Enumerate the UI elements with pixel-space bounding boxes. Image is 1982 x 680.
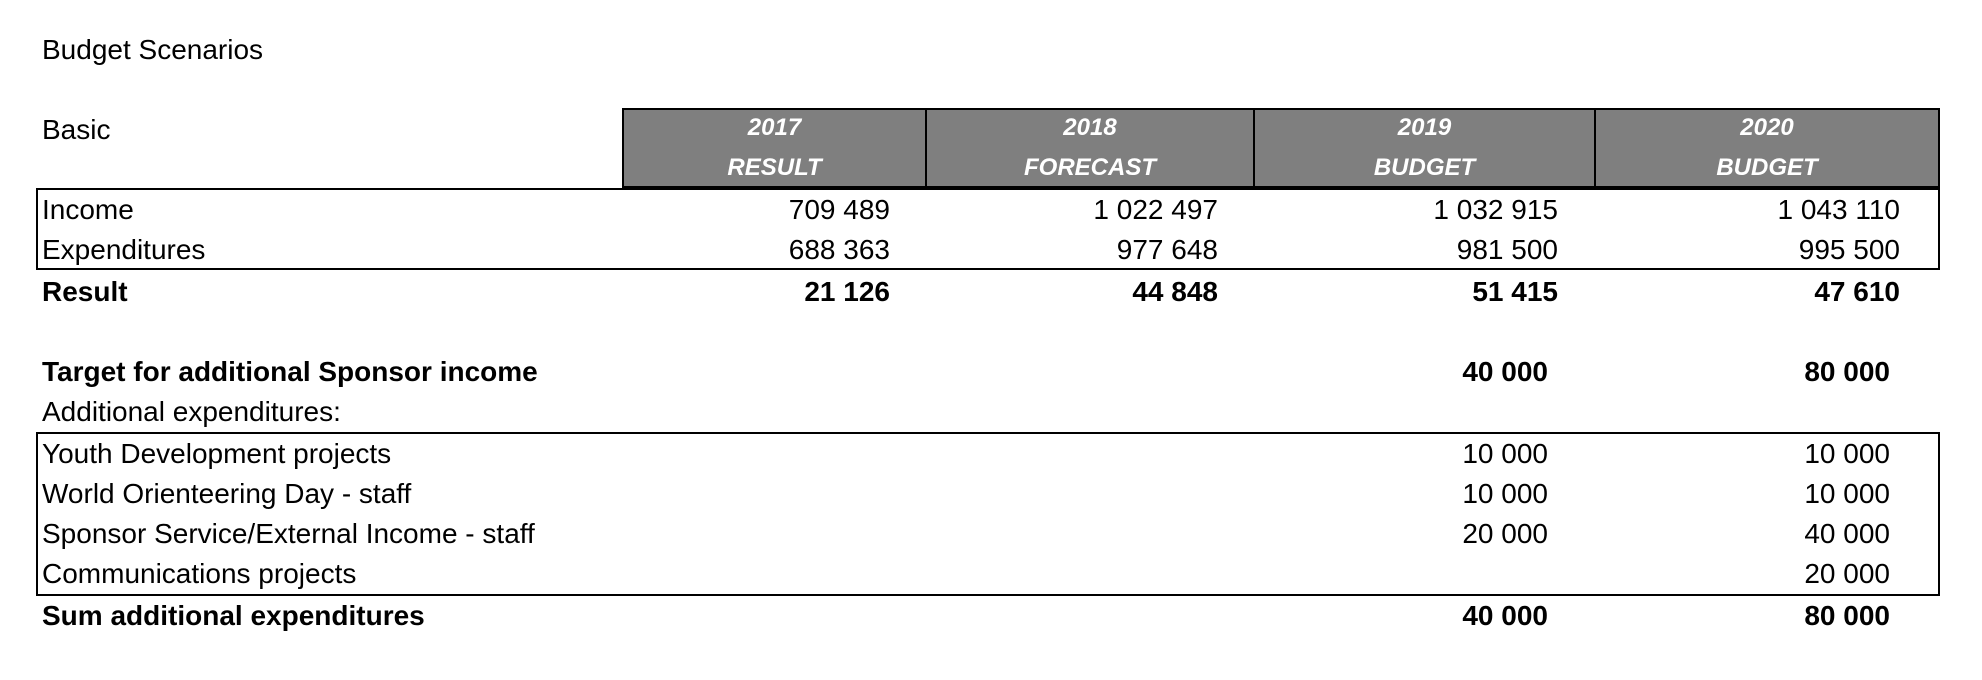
cell-expenditures-2019: 981 500 bbox=[1456, 234, 1558, 265]
cell-expenditures-2017: 688 363 bbox=[788, 234, 890, 265]
column-header-kind-2018: FORECAST bbox=[1024, 154, 1156, 181]
header-divider bbox=[1594, 108, 1596, 188]
row-label-communications: Communications projects bbox=[42, 558, 357, 589]
cell-sum-2019: 40 000 bbox=[1462, 600, 1548, 631]
additional-rows-box bbox=[36, 432, 1940, 596]
cell-result-2018: 44 848 bbox=[1132, 276, 1218, 307]
cell-youth-2020: 10 000 bbox=[1804, 438, 1890, 469]
column-header-year-2019: 2019 bbox=[1397, 114, 1452, 141]
basic-rows-box bbox=[36, 188, 1940, 270]
header-divider bbox=[1253, 108, 1255, 188]
cell-youth-2019: 10 000 bbox=[1462, 438, 1548, 469]
column-header-kind-2020: BUDGET bbox=[1716, 154, 1818, 181]
cell-sponsor-2019: 20 000 bbox=[1462, 518, 1548, 549]
cell-sum-2020: 80 000 bbox=[1804, 600, 1890, 631]
row-label-result: Result bbox=[42, 276, 128, 307]
page-title: Budget Scenarios bbox=[42, 34, 264, 65]
column-header-kind-2019: BUDGET bbox=[1373, 154, 1476, 181]
column-header-kind-2017: RESULT bbox=[727, 154, 822, 181]
row-label-world-orienteering-day: World Orienteering Day - staff bbox=[42, 478, 412, 509]
cell-expenditures-2018: 977 648 bbox=[1116, 234, 1218, 265]
section-label: Basic bbox=[42, 114, 111, 145]
column-header-year-2020: 2020 bbox=[1740, 114, 1794, 141]
row-label-expenditures: Expenditures bbox=[42, 234, 206, 265]
row-label-income: Income bbox=[42, 194, 134, 225]
cell-sponsor-2020: 40 000 bbox=[1804, 518, 1890, 549]
cell-income-2019: 1 032 915 bbox=[1433, 194, 1558, 225]
cell-wod-2020: 10 000 bbox=[1804, 478, 1890, 509]
cell-income-2017: 709 489 bbox=[788, 194, 890, 225]
cell-wod-2019: 10 000 bbox=[1462, 478, 1548, 509]
column-header-year-2018: 2018 bbox=[1063, 114, 1117, 141]
cell-result-2019: 51 415 bbox=[1472, 276, 1558, 307]
row-label-sum-additional: Sum additional expenditures bbox=[42, 600, 425, 631]
cell-target-2019: 40 000 bbox=[1462, 356, 1548, 387]
header-divider bbox=[925, 108, 927, 188]
cell-target-2020: 80 000 bbox=[1804, 356, 1890, 387]
column-header-year-2017: 2017 bbox=[747, 114, 802, 141]
cell-communications-2020: 20 000 bbox=[1804, 558, 1890, 589]
row-label-target: Target for additional Sponsor income bbox=[42, 356, 538, 387]
cell-expenditures-2020: 995 500 bbox=[1798, 234, 1900, 265]
cell-result-2020: 47 610 bbox=[1814, 276, 1900, 307]
cell-result-2017: 21 126 bbox=[804, 276, 890, 307]
cell-income-2020: 1 043 110 bbox=[1777, 194, 1901, 225]
table-header bbox=[622, 108, 1940, 188]
row-label-youth-development: Youth Development projects bbox=[42, 438, 392, 469]
additional-expenditures-label: Additional expenditures: bbox=[42, 396, 341, 427]
row-label-sponsor-service: Sponsor Service/External Income - staff bbox=[42, 518, 535, 549]
cell-income-2018: 1 022 497 bbox=[1093, 194, 1218, 225]
